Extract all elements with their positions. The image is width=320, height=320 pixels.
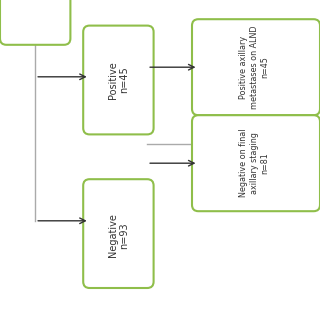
FancyBboxPatch shape	[0, 0, 70, 45]
FancyBboxPatch shape	[83, 26, 154, 134]
FancyBboxPatch shape	[83, 179, 154, 288]
Text: Negative on final
axillary staging
n=81: Negative on final axillary staging n=81	[239, 129, 269, 197]
FancyBboxPatch shape	[192, 19, 320, 115]
Text: Positive axillary
metastases on ALND
n=45: Positive axillary metastases on ALND n=4…	[239, 26, 269, 109]
Text: Negative
n=93: Negative n=93	[108, 213, 129, 257]
Text: Positive
n=45: Positive n=45	[108, 61, 129, 99]
FancyBboxPatch shape	[192, 115, 320, 211]
